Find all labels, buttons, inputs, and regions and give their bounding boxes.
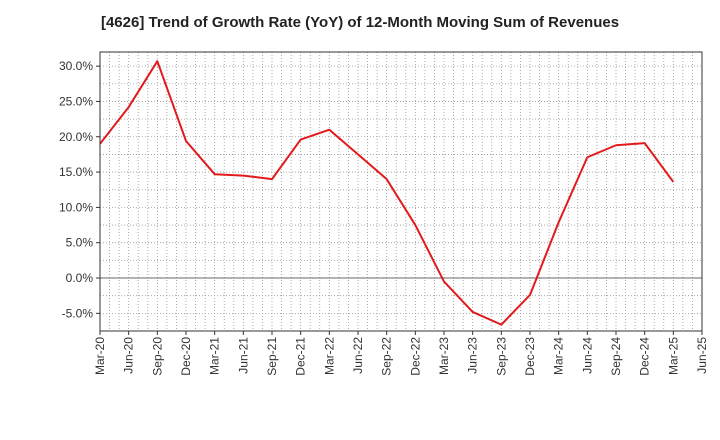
x-tick-label: Sep-20 [150, 337, 164, 376]
x-tick-label: Jun-22 [351, 337, 365, 374]
x-tick-label: Dec-22 [408, 337, 422, 376]
y-axis-tick-labels: 30.0% 25.0% 20.0% 15.0% 10.0% 5.0% 0.0% -5.0% [59, 59, 100, 320]
y-tick-label: 10.0% [59, 200, 93, 214]
y-tick-label: 20.0% [59, 130, 93, 144]
x-tick-label: Mar-23 [437, 337, 451, 375]
y-tick-label: -5.0% [62, 306, 94, 320]
x-tick-label: Jun-21 [236, 337, 250, 374]
x-tick-label: Dec-21 [294, 337, 308, 376]
x-tick-label: Sep-24 [609, 337, 623, 376]
series-line [99, 60, 675, 326]
x-tick-label: Jun-25 [695, 337, 709, 374]
x-tick-label: Sep-22 [380, 337, 394, 376]
plot-frame [99, 51, 703, 332]
series-layer [99, 60, 675, 326]
x-tick-label: Dec-24 [638, 337, 652, 376]
x-tick-label: Sep-23 [494, 337, 508, 376]
x-tick-label: Sep-21 [265, 337, 279, 376]
x-tick-label: Dec-20 [179, 337, 193, 376]
chart-title: [4626] Trend of Growth Rate (YoY) of 12-… [100, 14, 620, 31]
x-tick-label: Dec-23 [523, 337, 537, 376]
x-tick-label: Jun-20 [122, 337, 136, 374]
x-tick-label: Mar-20 [93, 337, 107, 375]
x-tick-label: Mar-25 [666, 337, 680, 375]
y-tick-label: 0.0% [66, 271, 94, 285]
x-tick-label: Mar-22 [322, 337, 336, 375]
x-tick-label: Mar-24 [552, 337, 566, 375]
x-axis-tick-labels: Mar-20 Jun-20 Sep-20 Dec-20 Mar-21 Jun-21 Sep-… [93, 331, 709, 376]
x-tick-label: Jun-24 [580, 337, 594, 374]
y-tick-label: 15.0% [59, 165, 93, 179]
x-tick-label: Jun-23 [466, 337, 480, 374]
x-tick-label: Mar-21 [208, 337, 222, 375]
y-tick-label: 30.0% [59, 59, 93, 73]
grid-lines [99, 52, 703, 332]
y-tick-label: 5.0% [66, 236, 94, 250]
y-tick-label: 25.0% [59, 94, 93, 108]
